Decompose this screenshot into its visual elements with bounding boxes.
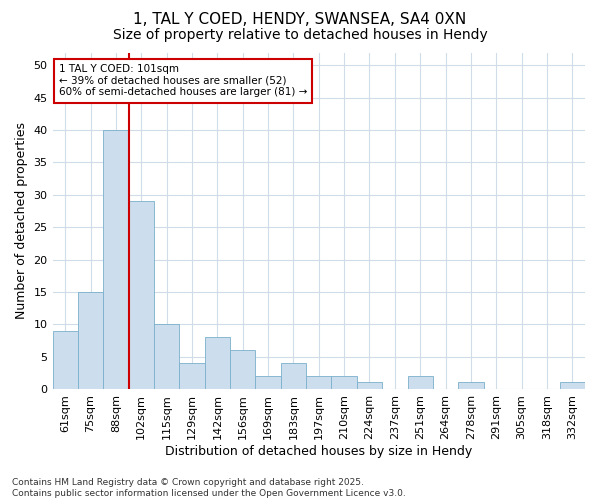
Bar [205, 337, 230, 389]
Text: Contains HM Land Registry data © Crown copyright and database right 2025.
Contai: Contains HM Land Registry data © Crown c… [12, 478, 406, 498]
Bar [53, 330, 78, 389]
Bar [179, 363, 205, 389]
Bar [331, 376, 357, 389]
Bar [281, 363, 306, 389]
Bar [230, 350, 256, 389]
Text: 1 TAL Y COED: 101sqm
← 39% of detached houses are smaller (52)
60% of semi-detac: 1 TAL Y COED: 101sqm ← 39% of detached h… [59, 64, 307, 98]
Text: Size of property relative to detached houses in Hendy: Size of property relative to detached ho… [113, 28, 487, 42]
Bar [407, 376, 433, 389]
Bar [78, 292, 103, 389]
Bar [256, 376, 281, 389]
Bar [128, 202, 154, 389]
Bar [357, 382, 382, 389]
Bar [154, 324, 179, 389]
Bar [560, 382, 585, 389]
Bar [458, 382, 484, 389]
Bar [103, 130, 128, 389]
X-axis label: Distribution of detached houses by size in Hendy: Distribution of detached houses by size … [165, 444, 472, 458]
Y-axis label: Number of detached properties: Number of detached properties [15, 122, 28, 319]
Text: 1, TAL Y COED, HENDY, SWANSEA, SA4 0XN: 1, TAL Y COED, HENDY, SWANSEA, SA4 0XN [133, 12, 467, 28]
Bar [306, 376, 331, 389]
